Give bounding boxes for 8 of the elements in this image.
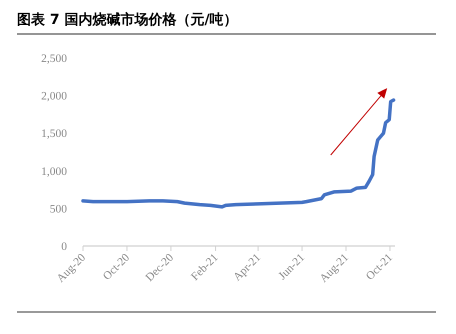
y-tick-label: 2,500 (41, 53, 68, 65)
y-tick-label: 1,000 (41, 166, 68, 178)
y-tick-label: 2,000 (41, 90, 68, 103)
y-tick-label: 1,500 (41, 128, 68, 140)
y-tick-label: 0 (61, 241, 68, 253)
chart-title: 图表 7 国内烧碱市场价格（元/吨） (17, 11, 238, 28)
y-tick-label: 500 (50, 203, 68, 216)
line-series (81, 98, 396, 209)
